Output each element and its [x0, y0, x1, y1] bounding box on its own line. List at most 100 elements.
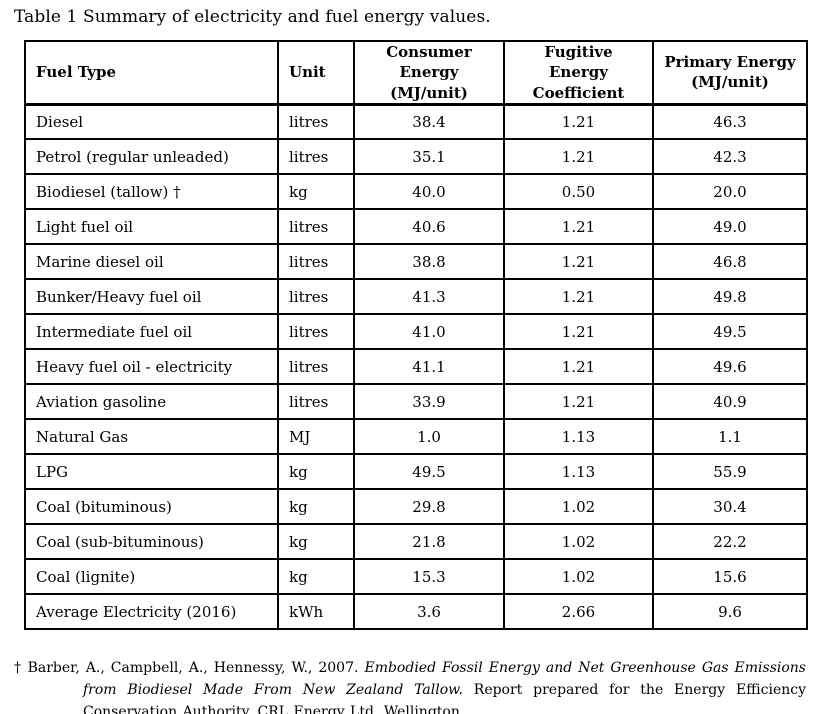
table-row: Intermediate fuel oil litres 41.0 1.21 4…	[24, 313, 808, 351]
table-footnote: † Barber, A., Campbell, A., Hennessy, W.…	[14, 657, 806, 714]
cell-fuel-type: Average Electricity (2016)	[24, 593, 279, 631]
cell-primary-energy: 46.8	[652, 243, 808, 281]
cell-fugitive-coefficient: 1.21	[503, 313, 654, 351]
table-row: Heavy fuel oil - electricity litres 41.1…	[24, 348, 808, 386]
header-fuel-type: Fuel Type	[24, 39, 279, 106]
cell-fugitive-coefficient: 1.13	[503, 453, 654, 491]
header-unit: Unit	[277, 39, 355, 106]
table-row: Light fuel oil litres 40.6 1.21 49.0	[24, 208, 808, 246]
table-row: Coal (sub-bituminous) kg 21.8 1.02 22.2	[24, 523, 808, 561]
cell-fugitive-coefficient: 0.50	[503, 173, 654, 211]
header-fugitive-energy-coefficient: Fugitive Energy Coefficient	[503, 39, 654, 106]
table-header-row: Fuel Type Unit Consumer Energy (MJ/unit)…	[24, 39, 808, 106]
table-body: Diesel litres 38.4 1.21 46.3 Petrol (reg…	[24, 103, 808, 631]
cell-unit: kg	[277, 488, 355, 526]
cell-unit: litres	[277, 383, 355, 421]
cell-fuel-type: Intermediate fuel oil	[24, 313, 279, 351]
cell-unit: litres	[277, 138, 355, 176]
cell-consumer-energy: 40.0	[353, 173, 505, 211]
cell-consumer-energy: 49.5	[353, 453, 505, 491]
cell-consumer-energy: 21.8	[353, 523, 505, 561]
footnote-citation-prefix: † Barber, A., Campbell, A., Hennessy, W.…	[14, 660, 365, 677]
cell-primary-energy: 46.3	[652, 103, 808, 141]
cell-consumer-energy: 41.3	[353, 278, 505, 316]
cell-consumer-energy: 35.1	[353, 138, 505, 176]
cell-consumer-energy: 40.6	[353, 208, 505, 246]
header-consumer-energy: Consumer Energy (MJ/unit)	[353, 39, 505, 106]
cell-primary-energy: 49.5	[652, 313, 808, 351]
cell-fuel-type: Bunker/Heavy fuel oil	[24, 278, 279, 316]
cell-consumer-energy: 33.9	[353, 383, 505, 421]
table-row: Biodiesel (tallow) † kg 40.0 0.50 20.0	[24, 173, 808, 211]
table-row: Marine diesel oil litres 38.8 1.21 46.8	[24, 243, 808, 281]
energy-values-table: Fuel Type Unit Consumer Energy (MJ/unit)…	[24, 39, 808, 631]
cell-fuel-type: Natural Gas	[24, 418, 279, 456]
cell-consumer-energy: 3.6	[353, 593, 505, 631]
cell-unit: kg	[277, 453, 355, 491]
cell-unit: kg	[277, 558, 355, 596]
cell-fugitive-coefficient: 1.02	[503, 488, 654, 526]
cell-unit: kWh	[277, 593, 355, 631]
cell-unit: kg	[277, 523, 355, 561]
cell-unit: litres	[277, 243, 355, 281]
table-row: Aviation gasoline litres 33.9 1.21 40.9	[24, 383, 808, 421]
cell-fugitive-coefficient: 1.21	[503, 208, 654, 246]
cell-primary-energy: 40.9	[652, 383, 808, 421]
cell-unit: litres	[277, 278, 355, 316]
cell-primary-energy: 9.6	[652, 593, 808, 631]
cell-fugitive-coefficient: 1.21	[503, 348, 654, 386]
cell-primary-energy: 55.9	[652, 453, 808, 491]
cell-consumer-energy: 38.8	[353, 243, 505, 281]
cell-unit: MJ	[277, 418, 355, 456]
cell-fuel-type: LPG	[24, 453, 279, 491]
cell-unit: kg	[277, 173, 355, 211]
cell-primary-energy: 49.0	[652, 208, 808, 246]
cell-consumer-energy: 15.3	[353, 558, 505, 596]
table-row: Bunker/Heavy fuel oil litres 41.3 1.21 4…	[24, 278, 808, 316]
cell-fugitive-coefficient: 1.21	[503, 383, 654, 421]
cell-primary-energy: 49.8	[652, 278, 808, 316]
cell-fuel-type: Heavy fuel oil - electricity	[24, 348, 279, 386]
cell-fuel-type: Light fuel oil	[24, 208, 279, 246]
cell-fugitive-coefficient: 1.21	[503, 103, 654, 141]
table-row: LPG kg 49.5 1.13 55.9	[24, 453, 808, 491]
cell-fugitive-coefficient: 1.02	[503, 558, 654, 596]
cell-unit: litres	[277, 103, 355, 141]
cell-consumer-energy: 41.1	[353, 348, 505, 386]
table-row: Coal (bituminous) kg 29.8 1.02 30.4	[24, 488, 808, 526]
cell-unit: litres	[277, 208, 355, 246]
cell-fuel-type: Biodiesel (tallow) †	[24, 173, 279, 211]
cell-primary-energy: 30.4	[652, 488, 808, 526]
cell-primary-energy: 20.0	[652, 173, 808, 211]
cell-fuel-type: Coal (bituminous)	[24, 488, 279, 526]
cell-consumer-energy: 1.0	[353, 418, 505, 456]
cell-primary-energy: 22.2	[652, 523, 808, 561]
cell-fuel-type: Aviation gasoline	[24, 383, 279, 421]
cell-fuel-type: Marine diesel oil	[24, 243, 279, 281]
footnote-citation-suffix: Report prepared for the Energy Efficienc…	[83, 682, 806, 714]
header-primary-energy: Primary Energy (MJ/unit)	[652, 39, 808, 106]
table-caption: Table 1 Summary of electricity and fuel …	[14, 7, 491, 27]
cell-primary-energy: 15.6	[652, 558, 808, 596]
cell-fugitive-coefficient: 1.21	[503, 243, 654, 281]
cell-unit: litres	[277, 348, 355, 386]
cell-fuel-type: Coal (sub-bituminous)	[24, 523, 279, 561]
cell-fugitive-coefficient: 1.02	[503, 523, 654, 561]
cell-unit: litres	[277, 313, 355, 351]
table-row: Average Electricity (2016) kWh 3.6 2.66 …	[24, 593, 808, 631]
cell-consumer-energy: 41.0	[353, 313, 505, 351]
cell-fuel-type: Coal (lignite)	[24, 558, 279, 596]
table-row: Petrol (regular unleaded) litres 35.1 1.…	[24, 138, 808, 176]
table-row: Natural Gas MJ 1.0 1.13 1.1	[24, 418, 808, 456]
cell-fugitive-coefficient: 1.13	[503, 418, 654, 456]
cell-primary-energy: 49.6	[652, 348, 808, 386]
cell-fugitive-coefficient: 2.66	[503, 593, 654, 631]
cell-fugitive-coefficient: 1.21	[503, 278, 654, 316]
footnote-report-title: Embodied Fossil Energy and Net Greenhous…	[83, 660, 806, 699]
cell-fuel-type: Diesel	[24, 103, 279, 141]
cell-consumer-energy: 38.4	[353, 103, 505, 141]
cell-fuel-type: Petrol (regular unleaded)	[24, 138, 279, 176]
table-row: Coal (lignite) kg 15.3 1.02 15.6	[24, 558, 808, 596]
cell-consumer-energy: 29.8	[353, 488, 505, 526]
